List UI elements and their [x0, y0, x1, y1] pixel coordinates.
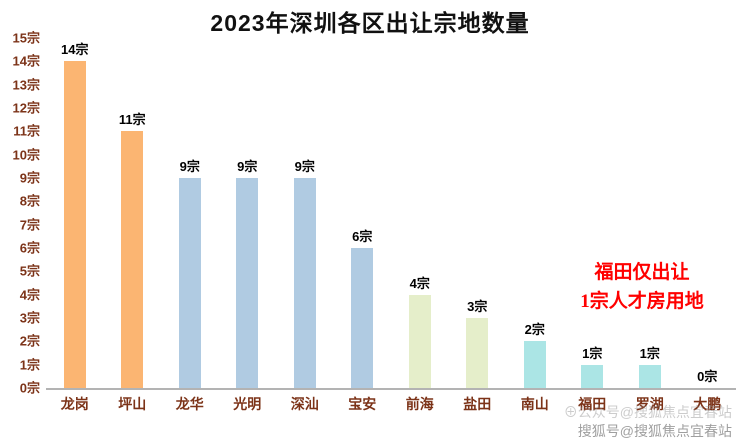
bar-value-label: 9宗: [179, 159, 200, 174]
bar-value-label: 1宗: [639, 345, 660, 361]
y-axis: 15宗 14宗 13宗 12宗 11宗 10宗 9宗 8宗 7宗 6宗 5宗 4宗 3宗 2宗 1宗 0宗: [4, 32, 46, 395]
x-axis-label-前海: 前海: [405, 396, 434, 412]
bar-chart: 15宗 14宗 13宗 12宗 11宗 10宗 9宗 8宗 7宗 6宗 5宗 4宗 3宗 2宗 1宗 0宗 1…: [4, 32, 736, 395]
bar-前海: [408, 294, 431, 388]
x-axis-label-南山: 南山: [520, 396, 549, 412]
y-tick-label: 12宗: [12, 100, 40, 116]
x-axis-label-龙华: 龙华: [175, 396, 204, 412]
y-tick-label: 5宗: [19, 263, 40, 279]
annotation-note: 福田仅出让 1宗人才房用地: [552, 258, 732, 317]
x-axis-label-龙岗: 龙岗: [60, 396, 89, 412]
y-tick-label: 9宗: [19, 170, 40, 186]
plot-area: 14宗 11宗 9宗 9宗 9宗 6宗 4宗 3宗 2宗 1宗 1宗 0宗: [46, 38, 736, 390]
annotation-line-2: 1宗人才房用地: [580, 291, 704, 313]
bar-福田: [581, 364, 604, 388]
y-tick-label: 6宗: [19, 240, 40, 256]
watermark: ⊕公众号@搜狐焦点宜春站 搜狐号@搜狐焦点宜春站: [564, 403, 732, 441]
x-axis-label-深汕: 深汕: [290, 396, 319, 412]
y-tick-label: 1宗: [19, 357, 40, 373]
y-tick-label: 10宗: [12, 147, 40, 163]
bar-value-label: 2宗: [524, 322, 545, 338]
bar-value-label: 6宗: [352, 229, 373, 244]
y-tick-label: 4宗: [19, 287, 40, 303]
annotation-line-1: 福田仅出让: [594, 262, 690, 283]
bar-value-label: 9宗: [237, 159, 258, 174]
chart-title: 2023年深圳各区出让宗地数量: [210, 10, 530, 36]
x-axis-label-盐田: 盐田: [463, 396, 492, 412]
bar-value-label: 3宗: [467, 299, 488, 314]
y-tick-label: 8宗: [19, 193, 40, 209]
x-axis-label-宝安: 宝安: [348, 396, 377, 412]
y-tick-label: 2宗: [19, 333, 40, 349]
x-axis-labels: 龙岗 坪山 龙华 光明 深汕 宝安 前海 盐田 南山 福田 罗湖 大鹏: [46, 394, 736, 414]
bar-盐田: [466, 318, 489, 388]
bar-南山: [523, 341, 546, 388]
x-axis-label-坪山: 坪山: [118, 396, 147, 412]
bar-龙华: [178, 178, 201, 388]
bar-value-label: 4宗: [409, 275, 430, 291]
bar-value-label: 11宗: [118, 112, 146, 128]
bar-光明: [236, 178, 259, 388]
y-tick-label: 13宗: [12, 77, 40, 93]
y-tick-label: 0宗: [19, 380, 40, 396]
bar-坪山: [121, 131, 144, 388]
y-tick-label: 7宗: [19, 217, 40, 233]
bar-罗湖: [638, 364, 661, 388]
bar-value-label: 9宗: [294, 159, 315, 174]
y-tick-label: 15宗: [12, 30, 40, 46]
y-tick-label: 3宗: [19, 310, 40, 326]
y-tick-label: 14宗: [12, 53, 40, 69]
bar-value-label: 1宗: [582, 345, 603, 361]
x-axis-label-罗湖: 罗湖: [635, 396, 664, 412]
bar-深汕: [293, 178, 316, 388]
x-axis-label-光明: 光明: [233, 396, 262, 412]
bar-龙岗: [63, 61, 86, 388]
x-axis-label-福田: 福田: [578, 396, 607, 412]
watermark-line-2: 搜狐号@搜狐焦点宜春站: [577, 423, 732, 440]
x-axis-label-大鹏: 大鹏: [693, 396, 722, 412]
bar-value-label: 0宗: [697, 369, 718, 384]
watermark-line-1: ⊕公众号@搜狐焦点宜春站: [563, 404, 732, 421]
bar-value-label: 14宗: [61, 42, 89, 58]
bar-宝安: [351, 248, 374, 388]
y-tick-label: 11宗: [13, 123, 40, 139]
